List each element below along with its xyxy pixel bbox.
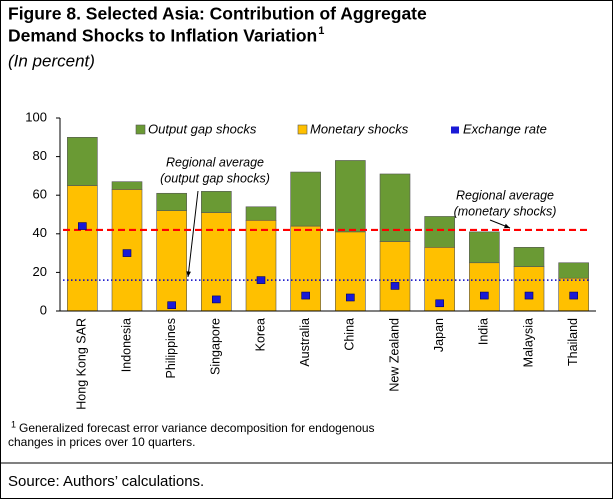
bar-segment <box>379 241 411 312</box>
x-tick-label: Hong Kong SAR <box>75 318 89 410</box>
annotation: (monetary shocks) <box>454 204 557 218</box>
x-tick-label: Japan <box>432 318 446 352</box>
x-tick-label: Australia <box>298 318 312 367</box>
x-tick-label: India <box>477 318 491 345</box>
annotation: Regional average <box>456 188 554 202</box>
footnote: Generalized forecast error variance deco… <box>19 421 375 435</box>
legend-label: Output gap shocks <box>148 121 257 136</box>
bar-segment <box>335 160 366 233</box>
x-tick-label: Korea <box>253 318 267 351</box>
legend-label: Monetary shocks <box>310 121 409 136</box>
annotation: (output gap shocks) <box>160 171 270 185</box>
marker <box>301 291 310 300</box>
x-tick-label: Malaysia <box>521 318 535 367</box>
marker <box>390 282 400 290</box>
y-tick-label: 100 <box>25 109 47 124</box>
chart-title: Figure 8. Selected Asia: Contribution of… <box>8 4 427 24</box>
bar-segment <box>513 247 545 267</box>
footnote-mark: 1 <box>11 419 16 429</box>
x-tick-label: China <box>343 318 357 351</box>
marker <box>569 291 578 300</box>
title-note: 1 <box>318 25 324 37</box>
x-tick-label: Philippines <box>164 318 178 378</box>
marker <box>78 222 87 230</box>
marker <box>256 276 266 284</box>
bar-segment <box>201 191 232 213</box>
marker <box>167 301 176 310</box>
x-tick-label: Thailand <box>566 318 580 366</box>
marker <box>122 249 132 257</box>
chart-subtitle: (In percent) <box>8 51 95 70</box>
y-tick-label: 60 <box>33 187 47 202</box>
footnote: changes in prices over 10 quarters. <box>8 435 195 449</box>
bar-segment <box>469 262 500 312</box>
marker <box>212 295 221 304</box>
source: Source: Authors’ calculations. <box>8 473 204 490</box>
bar-segment <box>469 231 500 264</box>
annotation-arrowhead <box>186 271 191 277</box>
chart-title: Demand Shocks to Inflation Variation <box>8 26 317 46</box>
y-tick-label: 80 <box>33 148 47 163</box>
marker <box>524 291 534 300</box>
marker <box>480 291 489 300</box>
bar-segment <box>379 173 411 242</box>
marker <box>346 293 355 302</box>
x-tick-label: New Zealand <box>387 318 401 392</box>
marker <box>435 299 444 308</box>
bar-segment <box>513 266 545 312</box>
x-tick-label: Singapore <box>209 318 223 375</box>
bar-segment <box>424 216 455 248</box>
bar-segment <box>67 185 98 312</box>
legend-swatch <box>451 126 459 134</box>
legend-swatch <box>297 124 308 135</box>
bar-segment <box>156 192 187 211</box>
bar-segment <box>67 137 98 186</box>
x-tick-label: Indonesia <box>119 318 133 372</box>
y-tick-label: 40 <box>33 225 47 240</box>
bar-segment <box>245 219 277 312</box>
legend-label: Exchange rate <box>463 121 547 136</box>
bar-segment <box>558 262 589 279</box>
legend-swatch <box>135 124 146 135</box>
y-tick-label: 0 <box>40 302 47 317</box>
bar-segment <box>156 210 187 312</box>
bar-segment <box>245 206 277 221</box>
annotation-arrowhead <box>504 223 510 229</box>
annotation: Regional average <box>166 155 264 169</box>
annotation-arrow <box>187 190 199 278</box>
bar-segment <box>290 171 321 227</box>
bar-segment <box>111 181 143 190</box>
y-tick-label: 20 <box>33 264 47 279</box>
